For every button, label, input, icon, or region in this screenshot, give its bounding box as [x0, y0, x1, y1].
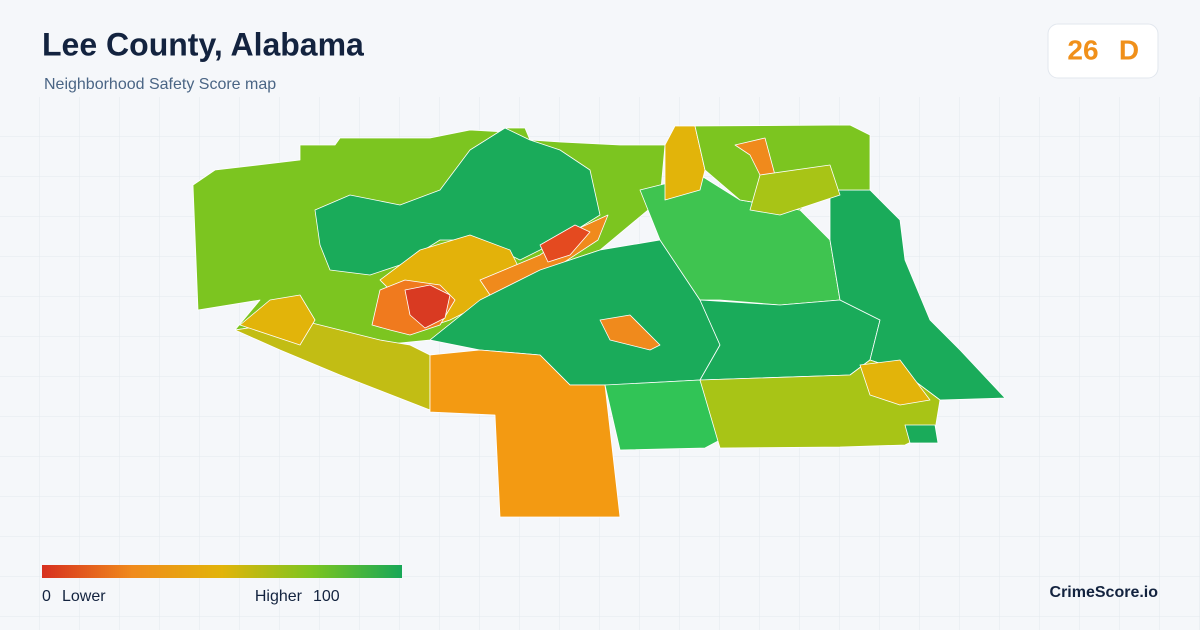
region	[599, 314, 661, 351]
region	[539, 224, 591, 263]
region	[904, 424, 939, 444]
region	[429, 349, 621, 518]
region	[829, 189, 1006, 401]
region	[604, 379, 721, 451]
score-grade: D	[1119, 34, 1139, 65]
legend-min-label: Lower	[62, 588, 106, 605]
subtitle: Neighborhood Safety Score map	[44, 76, 276, 93]
legend-min: 0	[42, 588, 51, 605]
legend-scale	[42, 565, 402, 578]
title: Lee County, Alabama	[42, 26, 364, 62]
region	[239, 294, 316, 346]
region	[404, 284, 451, 329]
legend-max-label: Higher	[255, 588, 303, 605]
region	[749, 164, 841, 216]
score-badge	[1047, 23, 1159, 79]
county-map	[192, 124, 1006, 518]
legend-max: 100	[313, 588, 340, 605]
region	[859, 359, 931, 406]
region	[699, 299, 881, 381]
score-value: 26	[1067, 34, 1098, 65]
brand: CrimeScore.io	[1050, 584, 1159, 601]
region	[314, 127, 601, 276]
